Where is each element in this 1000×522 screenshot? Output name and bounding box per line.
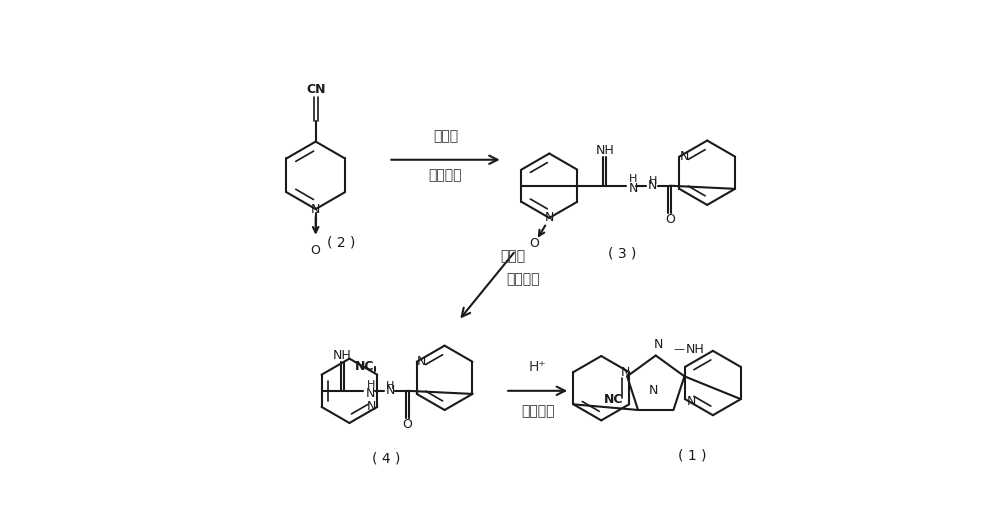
Text: H: H	[629, 174, 638, 184]
Text: N: N	[545, 211, 554, 224]
Text: 第三工序: 第三工序	[521, 405, 555, 419]
Text: N: N	[417, 355, 427, 368]
Text: O: O	[402, 418, 412, 431]
Text: O: O	[665, 213, 675, 226]
Text: N: N	[680, 150, 689, 163]
Text: O: O	[311, 244, 321, 257]
Text: N: N	[385, 384, 395, 397]
Text: N: N	[687, 395, 696, 408]
Text: H: H	[648, 175, 657, 185]
Text: N: N	[629, 182, 638, 195]
Text: 异烟肼: 异烟肼	[433, 129, 458, 144]
Text: ( 2 ): ( 2 )	[327, 236, 356, 250]
Text: N: N	[654, 338, 663, 351]
Text: N: N	[311, 203, 320, 216]
Text: 第一工序: 第一工序	[429, 168, 462, 182]
Text: N: N	[648, 179, 657, 192]
Text: CN: CN	[306, 83, 325, 96]
Text: NH: NH	[685, 343, 704, 356]
Text: H: H	[386, 381, 394, 390]
Text: NH: NH	[596, 144, 614, 157]
Text: ( 3 ): ( 3 )	[608, 246, 636, 260]
Text: N: N	[366, 400, 376, 413]
Text: N: N	[366, 387, 376, 400]
Text: H⁺: H⁺	[529, 360, 547, 374]
Text: N: N	[620, 365, 630, 378]
Text: N: N	[648, 384, 658, 397]
Text: H: H	[367, 379, 375, 389]
Text: O: O	[529, 238, 539, 251]
Text: —: —	[674, 345, 685, 354]
Text: ( 1 ): ( 1 )	[678, 449, 706, 462]
Text: NH: NH	[333, 349, 352, 362]
Text: 氯化剂: 氯化剂	[500, 249, 526, 263]
Text: NC: NC	[355, 360, 374, 373]
Text: NC: NC	[604, 393, 623, 406]
Text: ( 4 ): ( 4 )	[372, 452, 400, 465]
Text: 第二工序: 第二工序	[507, 272, 540, 286]
